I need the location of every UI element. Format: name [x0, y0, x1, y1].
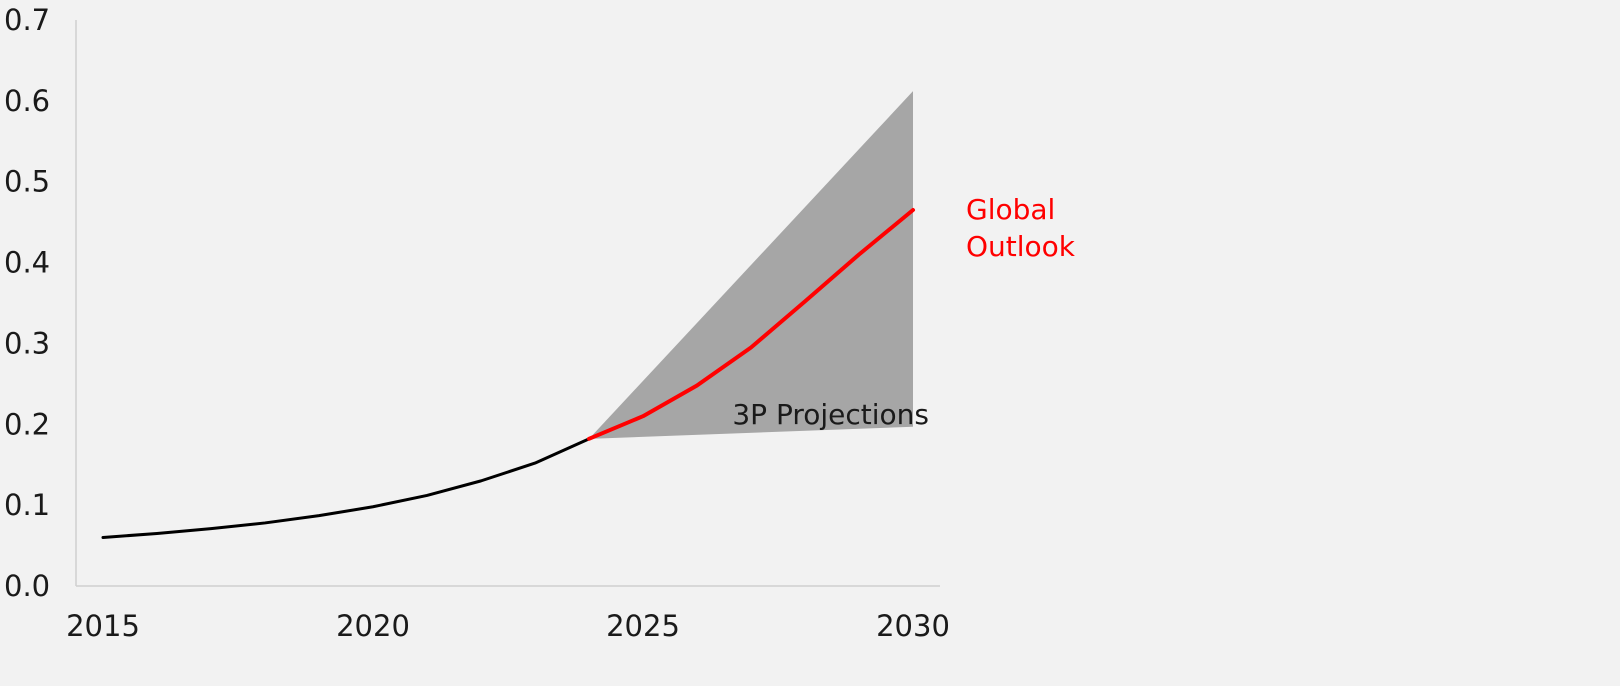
y-tick-label: 0.2	[4, 407, 50, 441]
annotations: Global Outlook 3P Projections	[732, 193, 1075, 431]
global-outlook-series-line	[587, 208, 915, 441]
y-tick-label: 0.6	[4, 84, 50, 118]
x-tick-label: 2020	[336, 609, 410, 643]
x-tick-label: 2025	[606, 609, 680, 643]
projection-band-layer	[589, 91, 913, 439]
y-tick-labels: 0.0 0.1 0.2 0.3 0.4 0.5 0.6 0.7	[4, 3, 50, 603]
x-tick-labels: 2015 2020 2025 2030	[66, 609, 950, 643]
historical-series-line	[101, 437, 591, 539]
series-label-outlook: Outlook	[966, 230, 1076, 263]
y-tick-label: 0.1	[4, 488, 50, 522]
y-tick-label: 0.7	[4, 3, 50, 37]
band-label-3p-projections: 3P Projections	[732, 398, 929, 431]
series-layer	[101, 208, 915, 539]
y-tick-label: 0.5	[4, 165, 50, 199]
x-tick-label: 2015	[66, 609, 140, 643]
series-label-global: Global	[966, 193, 1055, 226]
y-tick-label: 0.0	[4, 569, 50, 603]
y-tick-label: 0.3	[4, 326, 50, 360]
axes	[75, 20, 940, 587]
projection-band	[589, 91, 913, 439]
y-tick-label: 0.4	[4, 246, 50, 280]
x-tick-label: 2030	[876, 609, 950, 643]
